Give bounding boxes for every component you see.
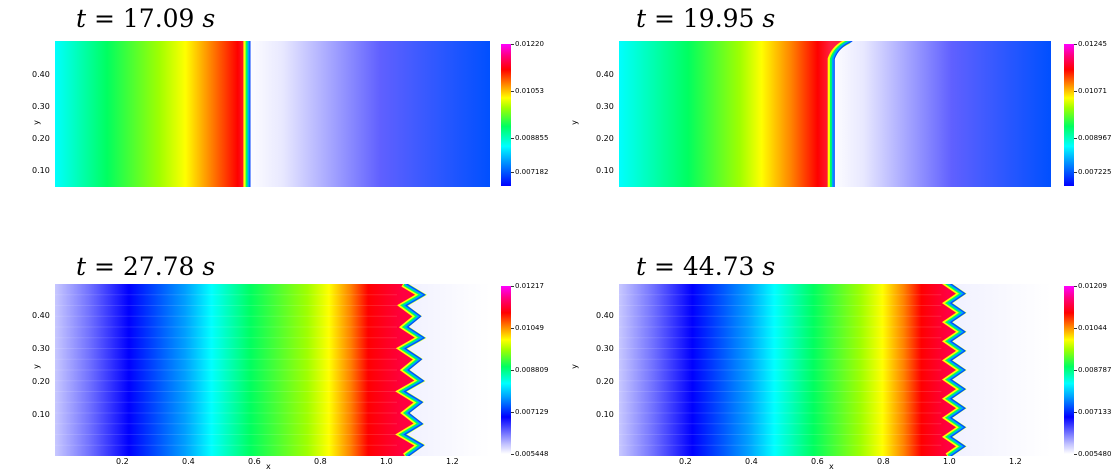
colorbar-tick — [511, 44, 514, 45]
x-tick-label: 1.2 — [1009, 457, 1022, 466]
colorbar-tick-label: 0.01053 — [515, 86, 544, 95]
field-image — [619, 41, 1051, 187]
flame-front-line — [950, 284, 966, 456]
colorbar — [501, 44, 511, 186]
colorbar-tick-label: 0.007133 — [1078, 408, 1112, 416]
burnt-region — [830, 41, 1051, 187]
burnt-region — [246, 41, 490, 187]
y-tick-label: 0.40 — [596, 311, 614, 320]
x-axis-label: x — [829, 462, 834, 471]
flame-front-line — [833, 41, 853, 187]
field-image — [55, 284, 490, 456]
y-axis-label: y — [569, 120, 579, 125]
flame-front-line — [403, 284, 426, 456]
colorbar-tick-label: 0.007129 — [515, 408, 549, 416]
colorbar-tick — [511, 454, 514, 455]
y-tick-label: 0.30 — [596, 344, 614, 353]
colorbar-tick — [1074, 137, 1077, 139]
panel-title: t = 44.73 s — [636, 252, 776, 281]
colorbar-tick-label: 0.008967 — [1078, 133, 1112, 142]
colorbar-tick-label: 0.005448 — [515, 450, 549, 458]
colorbar-tick-label: 0.008809 — [515, 366, 549, 374]
x-tick-label: 0.6 — [248, 457, 261, 466]
colorbar-tick — [511, 137, 514, 139]
y-tick-label: 0.40 — [32, 70, 50, 79]
contour-plot — [55, 41, 490, 187]
colorbar-tick — [511, 171, 514, 173]
colorbar-tick — [511, 328, 514, 329]
y-tick-label: 0.10 — [596, 166, 614, 175]
colorbar-tick-label: 0.01071 — [1078, 86, 1107, 95]
y-tick-label: 0.40 — [32, 311, 50, 320]
colorbar-tick-label: 0.01049 — [515, 324, 544, 332]
colorbar-tick — [1074, 90, 1077, 92]
flame-front-line — [831, 41, 852, 187]
colorbar-tick — [511, 370, 514, 371]
y-axis-label: y — [31, 364, 41, 369]
y-tick-label: 0.30 — [32, 102, 50, 111]
y-axis-label: y — [31, 120, 41, 125]
x-tick-label: 0.8 — [877, 457, 890, 466]
x-tick-label: 0.4 — [182, 457, 195, 466]
burnt-region — [947, 284, 1051, 456]
colorbar — [501, 286, 511, 454]
contour-plot — [55, 284, 490, 456]
y-tick-label: 0.10 — [32, 410, 50, 419]
x-tick-label: 1.0 — [380, 457, 393, 466]
y-tick-label: 0.20 — [596, 134, 614, 143]
y-tick-label: 0.20 — [32, 134, 50, 143]
x-tick-label: 0.2 — [679, 457, 692, 466]
colorbar-tick — [511, 286, 514, 287]
colorbar-tick-label: 0.01220 — [515, 40, 544, 48]
flame-front-line — [947, 284, 966, 456]
colorbar-tick — [511, 412, 514, 413]
x-axis-label: x — [266, 462, 271, 471]
colorbar-tick-label: 0.01245 — [1078, 40, 1107, 48]
contour-plot — [619, 284, 1051, 456]
panel-title: t = 17.09 s — [76, 4, 216, 33]
colorbar — [1064, 44, 1074, 186]
y-tick-label: 0.20 — [32, 377, 50, 386]
colorbar-tick — [1074, 171, 1077, 173]
colorbar-tick-label: 0.005480 — [1078, 450, 1112, 458]
colorbar-tick-label: 0.007225 — [1078, 167, 1112, 176]
y-tick-label: 0.20 — [596, 377, 614, 386]
field-image — [55, 41, 490, 187]
colorbar — [1064, 286, 1074, 454]
x-tick-label: 0.4 — [745, 457, 758, 466]
colorbar-tick-label: 0.008787 — [1078, 366, 1112, 374]
colorbar-tick — [1074, 44, 1077, 45]
y-tick-label: 0.40 — [596, 70, 614, 79]
y-axis-label: y — [569, 364, 579, 369]
colorbar-tick — [1074, 370, 1077, 371]
y-tick-label: 0.30 — [596, 102, 614, 111]
y-tick-label: 0.10 — [596, 410, 614, 419]
colorbar-tick — [1074, 328, 1077, 329]
flame-front-line — [401, 284, 426, 456]
colorbar-tick — [1074, 412, 1077, 413]
panel-title: t = 27.78 s — [76, 252, 216, 281]
field-image — [619, 284, 1051, 456]
colorbar-tick-label: 0.01209 — [1078, 282, 1107, 290]
colorbar-tick-label: 0.008855 — [515, 133, 549, 142]
colorbar-tick-label: 0.01217 — [515, 282, 544, 290]
colorbar-tick — [1074, 286, 1077, 287]
x-tick-label: 1.2 — [446, 457, 459, 466]
y-tick-label: 0.30 — [32, 344, 50, 353]
burnt-region — [401, 284, 490, 456]
x-tick-label: 0.6 — [811, 457, 824, 466]
y-tick-label: 0.10 — [32, 166, 50, 175]
colorbar-tick-label: 0.007182 — [515, 167, 549, 176]
colorbar-tick — [1074, 454, 1077, 455]
panel-title: t = 19.95 s — [636, 4, 776, 33]
x-tick-label: 0.8 — [314, 457, 327, 466]
contour-plot — [619, 41, 1051, 187]
colorbar-tick — [511, 90, 514, 92]
colorbar-tick-label: 0.01044 — [1078, 324, 1107, 332]
x-tick-label: 0.2 — [116, 457, 129, 466]
x-tick-label: 1.0 — [943, 457, 956, 466]
